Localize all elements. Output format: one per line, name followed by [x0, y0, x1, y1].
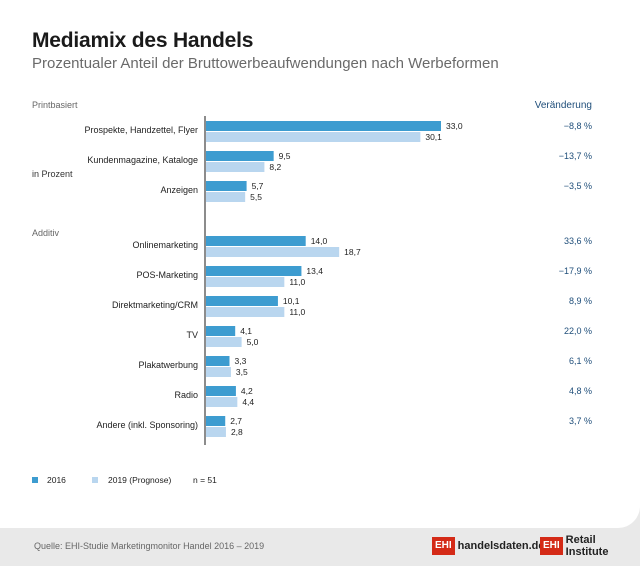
category-label: TV — [186, 330, 198, 340]
sample-size-note: n = 51 — [193, 475, 217, 485]
legend-label-2019: 2019 (Prognose) — [108, 475, 171, 485]
category-label: Radio — [174, 390, 198, 400]
category-label: Onlinemarketing — [132, 240, 198, 250]
data-label: 14,0 — [311, 236, 328, 246]
legend-label-2016: 2016 — [47, 475, 66, 485]
category-label: Direktmarketing/CRM — [112, 300, 198, 310]
bar-2019 — [206, 307, 285, 317]
unit-label: in Prozent — [32, 169, 73, 179]
data-label: 5,5 — [250, 192, 262, 202]
group-label: Additiv — [32, 228, 60, 238]
bar-2016 — [206, 121, 441, 131]
change-value: 33,6 % — [564, 236, 592, 246]
data-label: 2,7 — [230, 416, 242, 426]
change-value: 4,8 % — [569, 386, 592, 396]
data-label: 3,3 — [235, 356, 247, 366]
bar-2016 — [206, 326, 236, 336]
data-label: 2,8 — [231, 427, 243, 437]
data-label: 5,0 — [247, 337, 259, 347]
data-label: 5,7 — [252, 181, 264, 191]
bar-2019 — [206, 132, 421, 142]
data-label: 33,0 — [446, 121, 463, 131]
bar-2016 — [206, 266, 302, 276]
data-label: 8,2 — [269, 162, 281, 172]
data-label: 4,2 — [241, 386, 253, 396]
source-note: Quelle: EHI-Studie Marketingmonitor Hand… — [34, 541, 265, 551]
ehi-logo-box: EHI — [432, 537, 455, 555]
bar-2019 — [206, 367, 231, 377]
data-label: 9,5 — [279, 151, 291, 161]
chart-subtitle: Prozentualer Anteil der Bruttowerbeaufwe… — [32, 55, 499, 72]
handelsdaten-logo[interactable]: EHI handelsdaten.de — [432, 537, 544, 555]
bar-2019 — [206, 337, 242, 347]
bar-2019 — [206, 192, 246, 202]
data-label: 13,4 — [306, 266, 323, 276]
data-label: 3,5 — [236, 367, 248, 377]
data-label: 11,0 — [289, 307, 305, 317]
data-label: 10,1 — [283, 296, 300, 306]
change-value: 22,0 % — [564, 326, 592, 336]
bar-2016 — [206, 386, 236, 396]
change-value: −17,9 % — [559, 266, 592, 276]
data-label: 11,0 — [289, 277, 305, 287]
data-label: 18,7 — [344, 247, 361, 257]
bar-2019 — [206, 277, 285, 287]
ehi-retail-logo[interactable]: EHI Retail Institute — [540, 534, 640, 558]
legend-swatch-2016 — [32, 477, 38, 483]
data-label: 30,1 — [425, 132, 442, 142]
footer: Quelle: EHI-Studie Marketingmonitor Hand… — [0, 528, 640, 566]
category-label: POS-Marketing — [136, 270, 198, 280]
category-label: Anzeigen — [160, 185, 198, 195]
chart-title: Mediamix des Handels — [32, 29, 254, 52]
change-value: 6,1 % — [569, 356, 592, 366]
category-label: Plakatwerbung — [138, 360, 198, 370]
bar-2016 — [206, 416, 226, 426]
data-label: 4,1 — [240, 326, 252, 336]
bar-2016 — [206, 151, 274, 161]
bar-2019 — [206, 162, 265, 172]
bar-2016 — [206, 356, 230, 366]
category-label: Andere (inkl. Sponsoring) — [96, 420, 198, 430]
ehi-logo-box: EHI — [540, 537, 563, 555]
change-value: −3,5 % — [564, 181, 592, 191]
logo-text: Retail Institute — [565, 534, 609, 558]
bar-2019 — [206, 397, 238, 407]
bar-2019 — [206, 247, 340, 257]
bar-2016 — [206, 181, 247, 191]
change-header: Veränderung — [535, 100, 592, 111]
category-label: Prospekte, Handzettel, Flyer — [84, 125, 198, 135]
bar-2019 — [206, 427, 226, 437]
legend-swatch-2019 — [92, 477, 98, 483]
logo-text: handelsdaten.de — [457, 540, 545, 552]
chart-card: Mediamix des Handels Prozentualer Anteil… — [0, 0, 640, 528]
bar-chart: Veränderung in Prozent Printbasiert Prospek… — [32, 100, 592, 485]
bar-2016 — [206, 296, 278, 306]
group-label: Printbasiert — [32, 100, 78, 110]
change-value: 8,9 % — [569, 296, 592, 306]
change-value: 3,7 % — [569, 416, 592, 426]
data-label: 4,4 — [242, 397, 254, 407]
category-label: Kundenmagazine, Kataloge — [87, 155, 198, 165]
change-value: −8,8 % — [564, 121, 592, 131]
change-value: −13,7 % — [559, 151, 592, 161]
bar-2016 — [206, 236, 306, 246]
